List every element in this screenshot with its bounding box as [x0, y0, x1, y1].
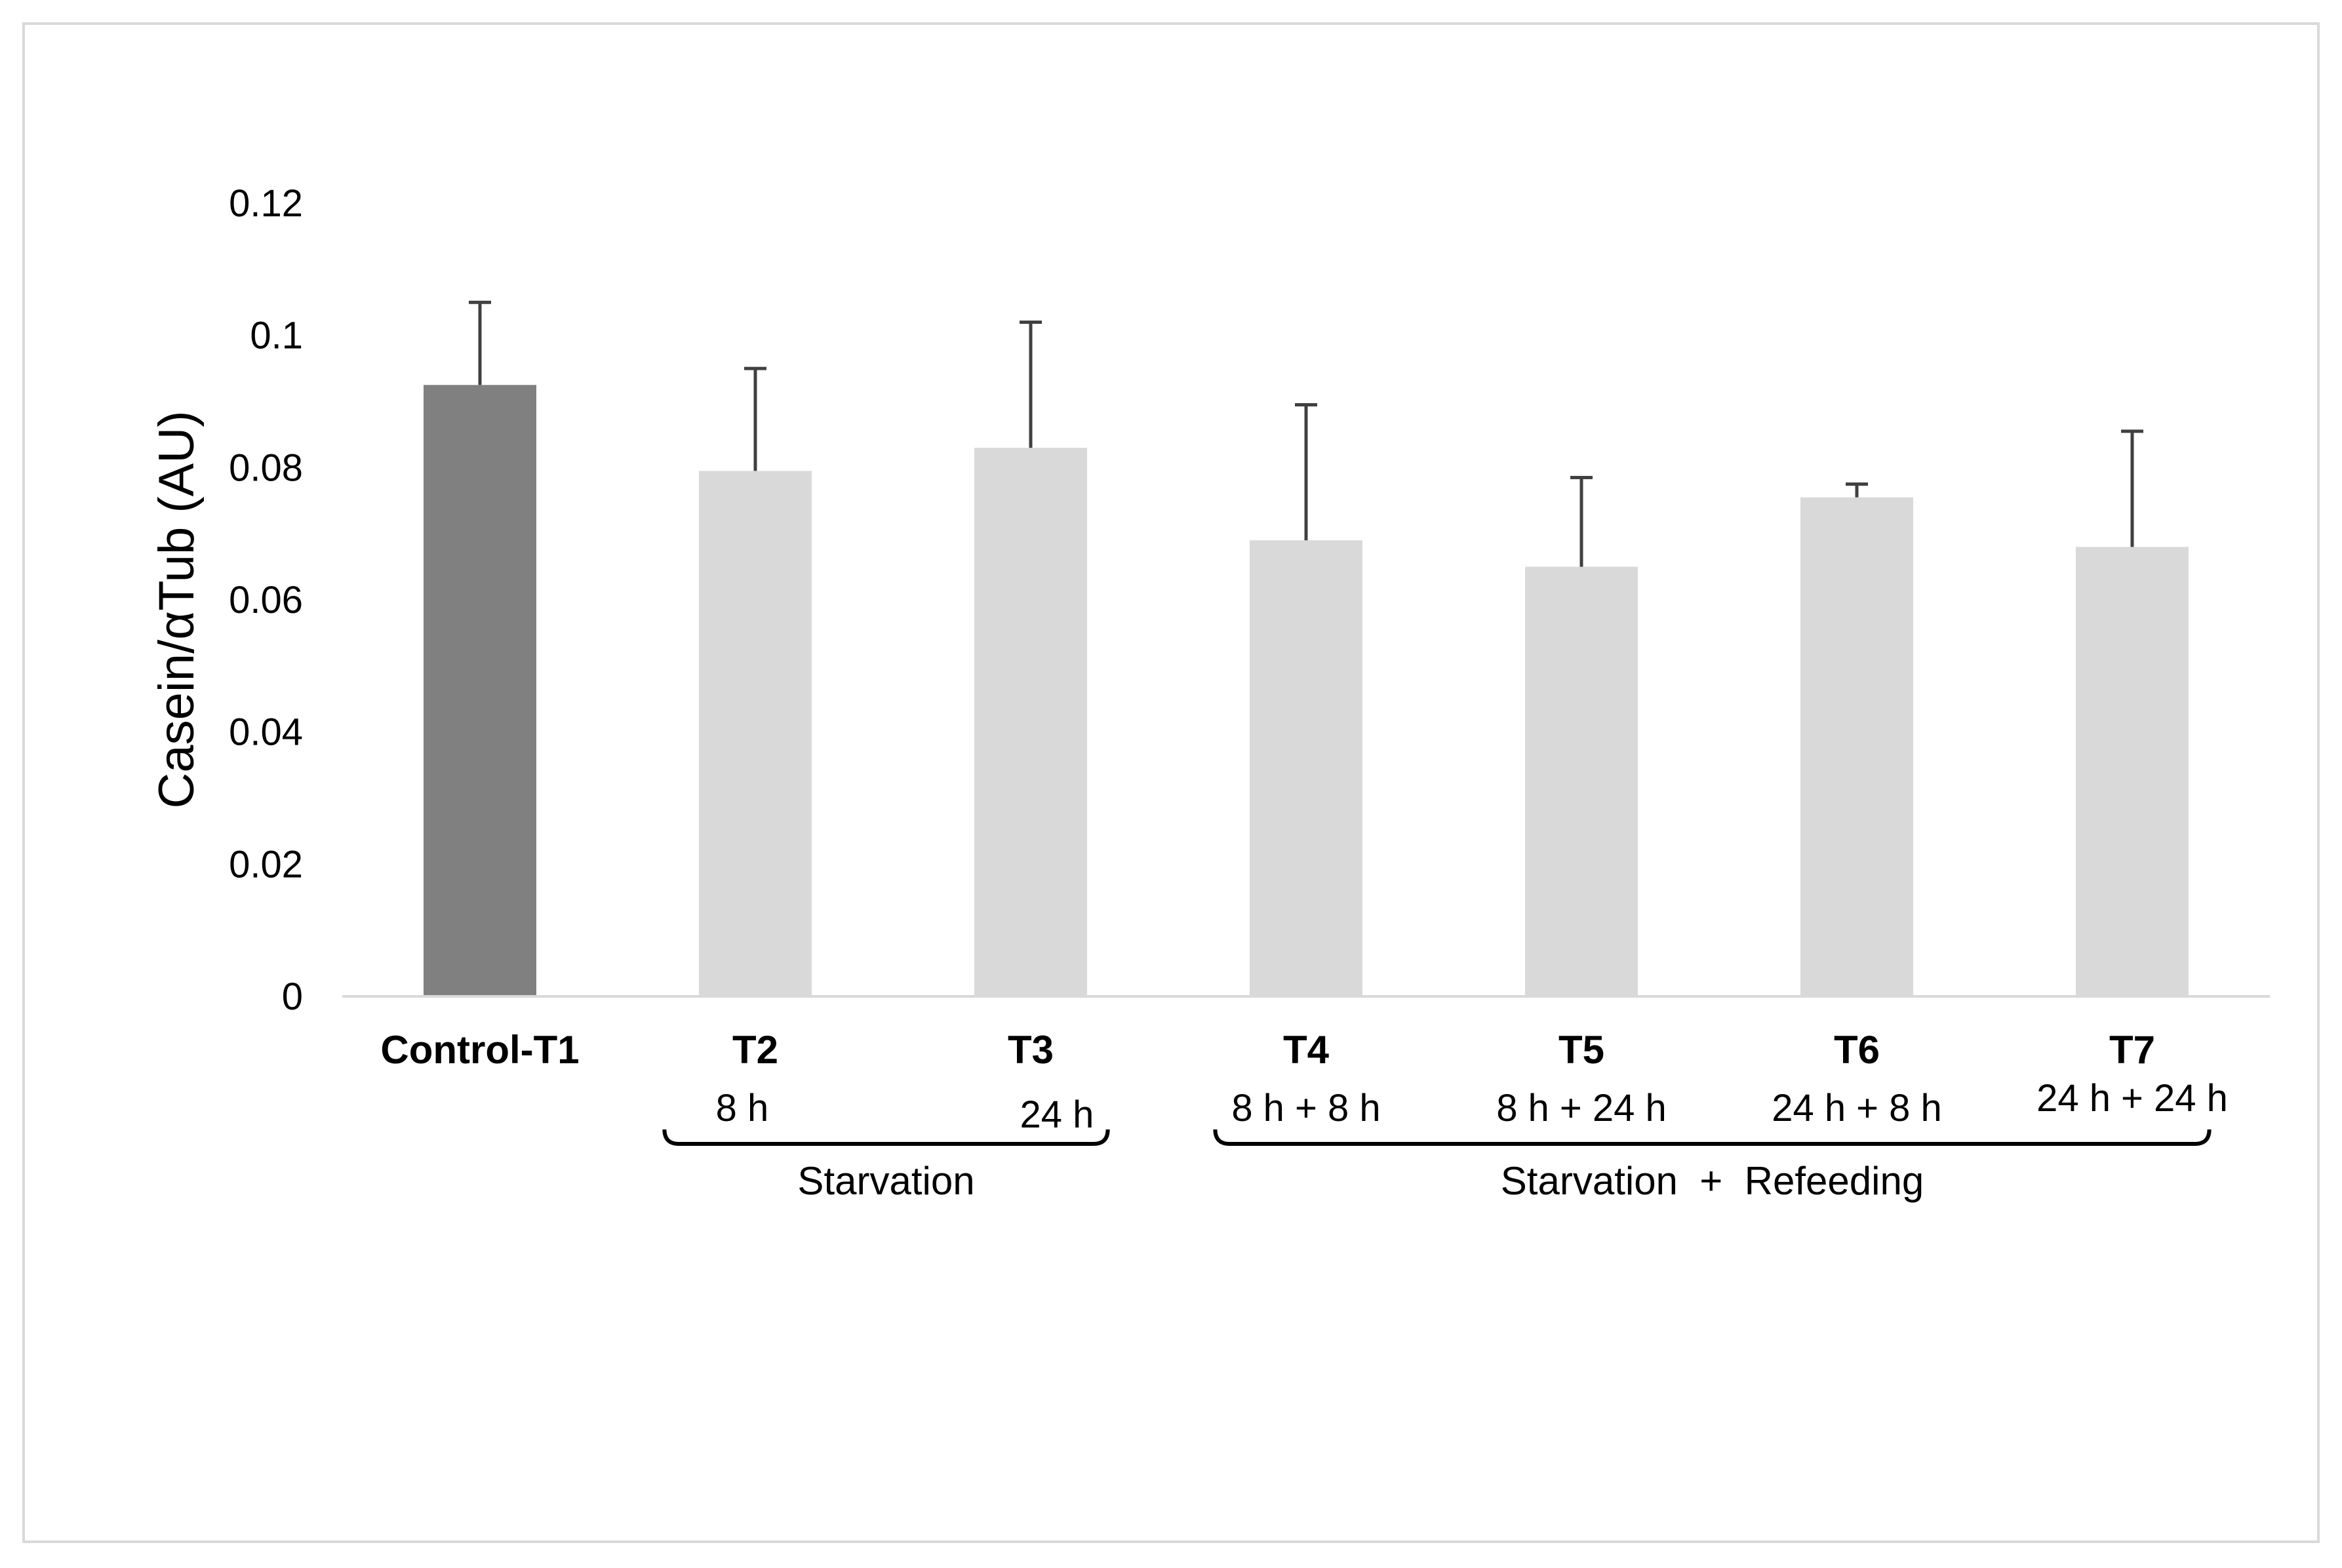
category-label: T2 — [732, 1028, 778, 1072]
error-bar — [1570, 475, 1593, 567]
time-label: 24 h + 24 h — [2036, 1077, 2228, 1120]
error-bar — [469, 300, 491, 385]
x-axis-labels: Control-T1 T2 T3 T4 T5 T6 T7 8 h 24 h 8 h + 8 h 8 … — [380, 1028, 2228, 1136]
y-tick-label: 0.12 — [229, 182, 303, 225]
bar-t2 — [699, 471, 812, 996]
bar-t7 — [2076, 547, 2189, 996]
y-tick-label: 0.08 — [229, 446, 303, 489]
bar-t3 — [974, 448, 1087, 996]
category-label: T4 — [1283, 1028, 1330, 1072]
bar-t6 — [1800, 497, 1913, 996]
time-label: 8 h + 24 h — [1496, 1087, 1667, 1129]
time-label: 8 h + 8 h — [1231, 1087, 1380, 1129]
category-label: T3 — [1008, 1028, 1054, 1072]
bar-t4 — [1250, 540, 1362, 996]
chart-frame — [22, 22, 2320, 1543]
y-tick-label: 0.02 — [229, 843, 303, 886]
category-label: T6 — [1834, 1028, 1880, 1072]
group-bracket — [1213, 1129, 2212, 1146]
group-brackets: Starvation Starvation + Refeeding — [662, 1129, 2212, 1203]
y-tick-label: 0.06 — [229, 579, 303, 621]
error-bar — [1020, 321, 1042, 448]
error-bars — [469, 300, 2143, 567]
y-tick-label: 0 — [282, 975, 303, 1018]
error-bar — [744, 366, 766, 471]
error-bar — [1295, 403, 1317, 541]
group-label: Starvation — [797, 1159, 974, 1203]
error-bar — [1846, 482, 1868, 498]
bar-t5 — [1525, 566, 1638, 996]
group-label: Starvation + Refeeding — [1501, 1159, 1924, 1203]
y-tick-label: 0.04 — [229, 711, 303, 754]
y-axis-ticks: 0 0.02 0.04 0.06 0.08 0.1 0.12 — [229, 182, 303, 1018]
group-bracket — [662, 1129, 1110, 1146]
category-label: T7 — [2109, 1028, 2155, 1072]
time-label: 24 h — [1020, 1093, 1094, 1136]
category-label: T5 — [1558, 1028, 1604, 1072]
bars — [424, 385, 2189, 996]
time-label: 24 h + 8 h — [1772, 1087, 1942, 1129]
y-tick-label: 0.1 — [250, 315, 303, 357]
bar-control-t1 — [424, 385, 536, 996]
time-label: 8 h — [716, 1087, 769, 1129]
category-label: Control-T1 — [380, 1028, 579, 1072]
error-bar — [2121, 429, 2143, 547]
y-axis-label: Casein/αTub (AU) — [149, 410, 205, 808]
